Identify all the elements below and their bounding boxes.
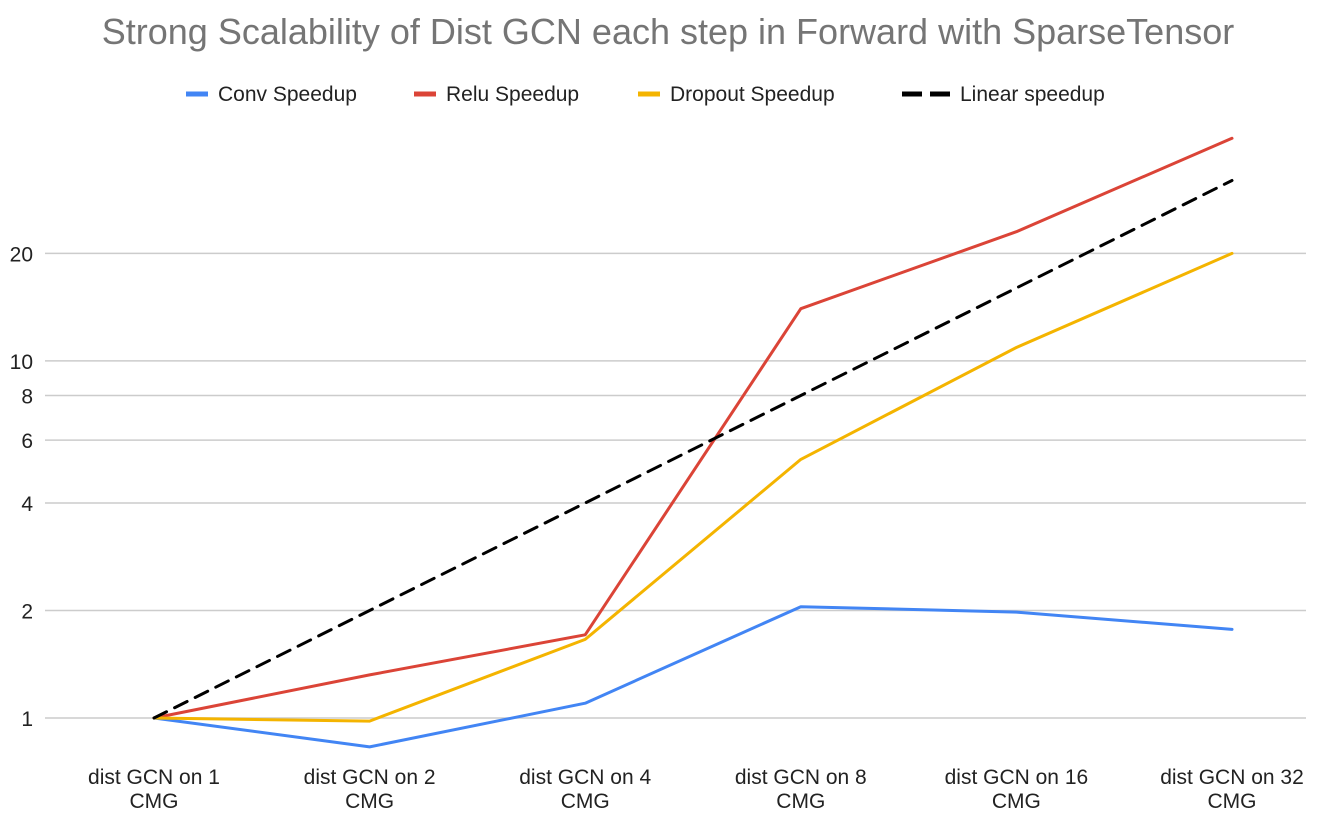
x-tick-label-2: dist GCN on 2 CMG	[304, 766, 436, 813]
series-line-dropout-speedup	[152, 251, 1234, 723]
series-lines	[152, 136, 1234, 749]
x-tick-label-3: dist GCN on 4 CMG	[519, 766, 651, 813]
y-tick-label-2: 2	[21, 601, 33, 624]
legend-entry-dropout-speedup: Dropout Speedup	[638, 83, 835, 106]
y-tick-label-8: 8	[21, 386, 33, 409]
legend-entry-conv-speedup: Conv Speedup	[186, 83, 357, 106]
series-line-conv-speedup	[152, 605, 1234, 749]
x-axis-tick-labels: dist GCN on 1 CMG dist GCN on 2 CMG dist GCN…	[88, 766, 1304, 813]
y-tick-label-20: 20	[10, 243, 33, 266]
y-axis-tick-labels: 1 2 4 6 8 10 20	[10, 243, 34, 731]
x-tick-label-6: dist GCN on 32 CMG	[1160, 766, 1304, 813]
y-tick-label-4: 4	[21, 493, 33, 516]
legend-label-relu-speedup: Relu Speedup	[446, 83, 579, 106]
legend: Conv Speedup Relu Speedup Dropout Speedup L…	[186, 83, 1105, 106]
x-tick-label-1: dist GCN on 1 CMG	[88, 766, 220, 813]
legend-entry-relu-speedup: Relu Speedup	[414, 83, 579, 106]
y-tick-label-1: 1	[21, 708, 33, 731]
series-line-relu-speedup	[152, 136, 1234, 720]
legend-label-conv-speedup: Conv Speedup	[218, 83, 357, 106]
gridlines	[45, 252, 1306, 719]
legend-label-dropout-speedup: Dropout Speedup	[670, 83, 835, 106]
legend-label-linear-speedup: Linear speedup	[960, 83, 1105, 106]
legend-entry-linear-speedup: Linear speedup	[902, 83, 1105, 106]
x-tick-label-4: dist GCN on 8 CMG	[735, 766, 867, 813]
x-tick-label-5: dist GCN on 16 CMG	[945, 766, 1089, 813]
y-tick-label-10: 10	[10, 351, 33, 374]
y-tick-label-6: 6	[21, 430, 33, 453]
series-line-linear-speedup	[152, 179, 1234, 720]
chart-title: Strong Scalability of Dist GCN each step…	[102, 11, 1234, 52]
